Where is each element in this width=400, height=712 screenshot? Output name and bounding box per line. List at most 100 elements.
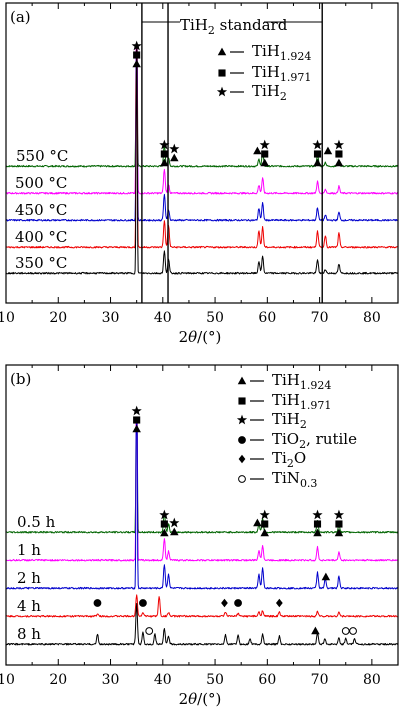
series-label: 2 h — [17, 569, 41, 587]
series-label: 350 °C — [15, 254, 67, 272]
x-tick-label: 50 — [206, 672, 224, 688]
star-marker — [312, 139, 323, 150]
phase-marker-stack — [159, 509, 170, 537]
phase-marker-stack — [253, 146, 262, 155]
legend-entry: TiH2 — [236, 410, 307, 431]
x-tick-label: 60 — [258, 310, 276, 326]
triangle-marker — [132, 59, 141, 68]
legend-label: TiH2 — [272, 410, 307, 431]
square-marker — [261, 150, 269, 158]
triangle-marker — [313, 158, 322, 167]
legend-label: TiN0.3 — [272, 469, 317, 490]
square-marker — [335, 150, 343, 158]
legend-label: TiH1.924 — [272, 371, 331, 392]
triangle-legend-marker — [217, 47, 227, 56]
triangle-marker — [160, 158, 169, 167]
legend-entry: TiO2, rutile — [238, 430, 357, 451]
legend-entry: Ti2O — [238, 449, 306, 470]
standard-annotation: TiH2 standard — [180, 16, 288, 37]
phase-marker-stack — [169, 143, 180, 162]
x-tick-label: 20 — [49, 672, 67, 688]
star-marker — [169, 517, 180, 528]
x-tick-label: 70 — [311, 310, 329, 326]
star-marker — [131, 40, 142, 51]
x-tick-label: 80 — [363, 310, 381, 326]
phase-marker-stack — [312, 139, 323, 167]
diamond-legend-marker — [238, 454, 246, 464]
series-label: 500 °C — [15, 174, 67, 192]
star-marker — [259, 139, 270, 150]
pattern-trace — [5, 43, 398, 275]
x-tick-label: 50 — [206, 310, 224, 326]
square-marker — [261, 520, 269, 528]
panel-label: (b) — [10, 370, 31, 388]
legend-label: TiH1.971 — [252, 63, 311, 84]
phase-marker-stack — [159, 139, 170, 167]
phase-marker-stack — [93, 599, 102, 607]
phase-marker-stack — [311, 626, 320, 635]
legend-entry: TiH1.971 — [238, 391, 331, 412]
phase-marker-stack — [131, 40, 142, 68]
circle-marker — [93, 599, 102, 607]
legend-entry: TiN0.3 — [238, 469, 317, 490]
triangle-marker — [253, 518, 262, 527]
pattern-trace — [5, 43, 399, 168]
triangle-marker — [313, 528, 322, 537]
triangle-marker — [323, 146, 333, 155]
x-axis-label: 2θ/(°) — [179, 328, 222, 346]
legend-label: TiH1.971 — [272, 391, 331, 412]
phase-marker-stack — [169, 517, 180, 536]
legend-entry: TiH2 — [216, 82, 287, 103]
phase-marker-stack — [321, 572, 331, 581]
phase-marker-stack — [145, 627, 154, 635]
pattern-trace — [6, 43, 399, 222]
triangle-marker — [132, 424, 141, 433]
circle-marker — [139, 599, 147, 607]
triangle-marker — [334, 158, 344, 167]
triangle-marker — [311, 626, 320, 635]
pattern-trace — [5, 43, 399, 195]
star-marker — [259, 509, 270, 520]
pattern-trace — [5, 419, 399, 534]
triangle-marker — [253, 146, 262, 155]
legend-label: TiO2, rutile — [272, 430, 357, 451]
x-tick-label: 30 — [102, 310, 120, 326]
phase-marker-stack — [259, 139, 270, 167]
triangle-marker — [321, 572, 331, 581]
series-label: 1 h — [17, 541, 41, 559]
x-tick-label: 30 — [102, 672, 120, 688]
legend-entry: TiH1.971 — [218, 63, 311, 84]
square-marker — [335, 520, 343, 528]
x-axis-label: 2θ/(°) — [179, 690, 222, 708]
star-legend-marker — [216, 86, 228, 97]
star-marker — [333, 139, 345, 150]
star-marker — [169, 143, 180, 154]
series-label: 550 °C — [16, 147, 68, 165]
triangle-marker — [334, 528, 344, 537]
phase-marker-stack — [323, 146, 333, 155]
phase-marker-stack — [139, 599, 147, 607]
triangle-marker — [170, 527, 179, 536]
pattern-trace — [5, 603, 399, 646]
legend-label: TiH2 — [252, 82, 287, 103]
legend-label: Ti2O — [272, 449, 306, 470]
legend-label: TiH1.924 — [252, 42, 311, 63]
phase-marker-stack — [312, 509, 323, 537]
star-marker — [159, 139, 170, 150]
square-marker — [313, 520, 322, 528]
triangle-marker — [260, 528, 269, 537]
series-label: 0.5 h — [17, 513, 56, 531]
phase-marker-stack — [234, 599, 242, 607]
x-tick-label: 70 — [311, 672, 329, 688]
star-marker — [131, 405, 142, 416]
phase-marker-stack — [333, 509, 345, 537]
star-legend-marker — [236, 414, 248, 425]
diamond-marker — [275, 598, 283, 608]
open-circle-marker — [145, 627, 154, 635]
x-tick-label: 10 — [0, 672, 15, 688]
star-marker — [312, 509, 323, 520]
chart-panel-a: 550 °C 500 °C 450 °C 400 °C 350 °C TiH2 stand… — [0, 2, 399, 346]
square-marker — [313, 150, 322, 158]
phase-marker-stack — [341, 627, 350, 635]
legend-entry: TiH1.924 — [217, 42, 311, 63]
